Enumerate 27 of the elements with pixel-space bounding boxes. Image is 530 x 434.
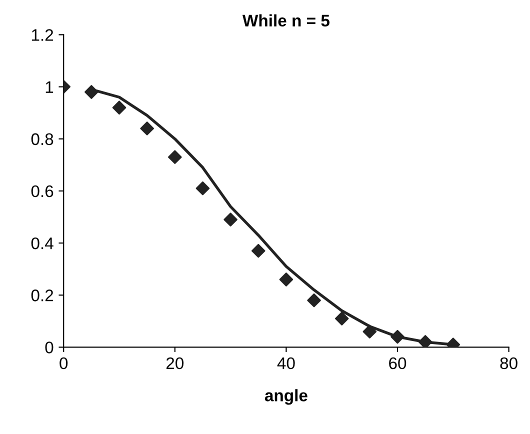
y-tick-label: 0.2 bbox=[31, 290, 54, 302]
x-axis-title: angle bbox=[264, 389, 308, 405]
point bbox=[224, 212, 238, 227]
y-tick-label: 0.4 bbox=[31, 237, 54, 250]
x-tick-label: 80 bbox=[500, 357, 518, 370]
x-tick-label: 20 bbox=[166, 357, 184, 370]
point bbox=[140, 122, 154, 136]
point bbox=[112, 100, 126, 115]
point bbox=[168, 150, 182, 164]
point bbox=[251, 244, 266, 258]
chart-title: While n = 5 bbox=[242, 14, 330, 27]
point bbox=[334, 312, 349, 326]
y-tick-label: 1.2 bbox=[32, 29, 54, 41]
point bbox=[279, 272, 294, 286]
x-tick-label: 60 bbox=[389, 357, 406, 370]
x-tick-label: 40 bbox=[277, 357, 295, 370]
point bbox=[362, 324, 377, 338]
y-tick-label: 0.6 bbox=[31, 185, 54, 198]
point bbox=[390, 330, 404, 344]
point bbox=[196, 181, 210, 196]
x-tick-label: 0 bbox=[60, 357, 68, 370]
point bbox=[418, 335, 432, 348]
point bbox=[84, 85, 98, 99]
y-tick-label: 0.8 bbox=[31, 133, 54, 146]
y-tick-label: 0 bbox=[45, 342, 54, 354]
point bbox=[307, 293, 321, 308]
y-tick-label: 1 bbox=[46, 81, 54, 93]
